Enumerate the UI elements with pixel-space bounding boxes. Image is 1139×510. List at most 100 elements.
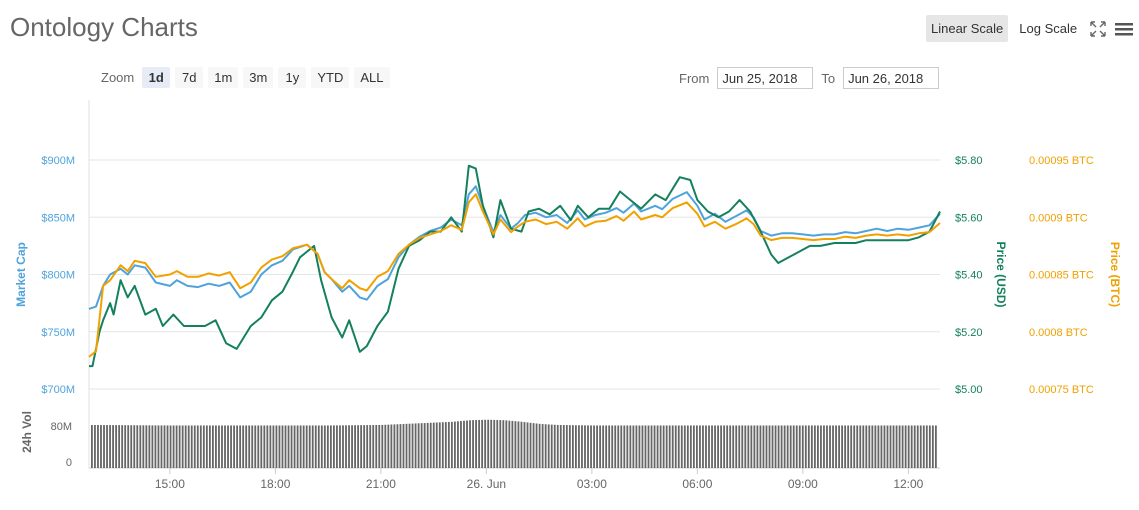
volume-bar: [236, 425, 239, 468]
fullscreen-icon-svg: [1090, 20, 1106, 37]
volume-bar: [774, 425, 777, 468]
volume-bar: [904, 425, 907, 468]
volume-bar: [665, 425, 668, 468]
from-label: From: [679, 70, 710, 86]
volume-bar: [133, 425, 136, 468]
volume-tick-label: 0: [66, 457, 72, 469]
volume-bar: [826, 425, 828, 468]
volume-bar: [626, 425, 629, 468]
volume-bar: [345, 425, 347, 468]
volume-bar: [568, 425, 571, 468]
volume-bar: [771, 425, 774, 468]
volume-bar: [423, 423, 426, 468]
volume-bar: [629, 425, 632, 468]
volume-bar: [635, 425, 638, 468]
price-btc-tick-label: 0.0009 BTC: [1029, 212, 1088, 224]
volume-bar: [756, 425, 759, 468]
volume-bar: [502, 420, 505, 468]
volume-bar: [813, 425, 816, 468]
volume-bar: [780, 425, 783, 468]
volume-bar: [218, 425, 220, 468]
volume-bar: [284, 425, 287, 468]
log-scale-button[interactable]: Log Scale: [1019, 21, 1078, 36]
volume-bar: [514, 421, 517, 468]
volume-bar: [457, 421, 459, 468]
volume-bar: [121, 425, 124, 468]
volume-bar: [868, 425, 871, 468]
volume-bar: [623, 425, 626, 468]
volume-bar: [877, 425, 880, 468]
market-cap-tick-label: $900M: [41, 155, 75, 167]
volume-bar: [393, 424, 396, 468]
volume-bar: [239, 425, 242, 468]
zoom-3m-button[interactable]: 3m: [243, 67, 274, 88]
volume-bar: [414, 423, 417, 468]
to-date-input[interactable]: [843, 67, 940, 89]
x-tick-label: 21:00: [366, 477, 396, 491]
volume-bar: [753, 425, 756, 468]
volume-bar: [227, 425, 229, 468]
volume-bar: [199, 425, 202, 468]
volume-bar: [405, 423, 408, 468]
volume-bar: [91, 424, 93, 468]
volume-bar: [278, 425, 281, 468]
volume-bar: [281, 425, 284, 468]
volume-bar: [103, 425, 105, 468]
zoom-1d-button[interactable]: 1d: [142, 67, 171, 88]
volume-bar: [907, 425, 910, 468]
volume-bar: [157, 425, 160, 468]
volume-bar: [475, 420, 477, 468]
volume-bar: [934, 425, 937, 468]
volume-bar: [151, 425, 154, 468]
volume-bar: [850, 425, 853, 468]
from-date-input[interactable]: [717, 67, 814, 89]
volume-bar: [605, 425, 608, 468]
volume-bar: [396, 424, 399, 468]
to-label: To: [821, 70, 836, 86]
volume-bar: [750, 425, 753, 468]
volume-bar: [726, 425, 729, 468]
x-tick-label: 15:00: [155, 477, 185, 491]
fullscreen-icon[interactable]: [1088, 19, 1108, 39]
volume-bar: [339, 425, 341, 468]
volume-bar: [590, 425, 592, 468]
volume-bar: [620, 425, 623, 468]
price-usd-tick-label: $5.00: [955, 384, 983, 396]
volume-bar: [94, 424, 96, 468]
volume-bar: [535, 423, 538, 468]
volume-bar: [777, 425, 780, 468]
volume-bar: [892, 425, 895, 468]
zoom-7d-button[interactable]: 7d: [175, 67, 204, 88]
linear-scale-button[interactable]: Linear Scale: [926, 15, 1009, 42]
price-usd-axis-label: Price (USD): [994, 241, 1008, 307]
volume-bar: [550, 424, 553, 468]
volume-bar: [378, 424, 381, 468]
volume-bar: [411, 423, 414, 468]
volume-bar: [287, 425, 290, 468]
volume-bar: [931, 425, 934, 468]
price-btc-tick-label: 0.00075 BTC: [1029, 384, 1094, 396]
zoom-1m-button[interactable]: 1m: [208, 67, 239, 88]
volume-bar: [190, 425, 193, 468]
volume-bar: [481, 419, 484, 468]
volume-bar: [832, 425, 834, 468]
volume-bar: [354, 425, 356, 468]
zoom-1y-button[interactable]: 1y: [278, 67, 307, 88]
menu-icon[interactable]: [1114, 19, 1134, 39]
zoom-all-button[interactable]: ALL: [354, 67, 390, 88]
volume-bar: [499, 420, 502, 468]
volume-bar: [417, 423, 420, 468]
volume-bar: [696, 425, 698, 468]
x-tick-label: 26. Jun: [467, 477, 506, 491]
volume-bar: [172, 425, 175, 468]
volume-bar: [251, 425, 254, 468]
zoom-ytd-button[interactable]: YTD: [311, 67, 350, 88]
volume-bar: [886, 425, 889, 468]
volume-bar: [106, 425, 108, 468]
volume-bar: [883, 425, 886, 468]
volume-bar: [795, 425, 798, 468]
volume-bar: [789, 425, 792, 468]
volume-bar: [723, 425, 726, 468]
volume-bar: [729, 425, 732, 468]
